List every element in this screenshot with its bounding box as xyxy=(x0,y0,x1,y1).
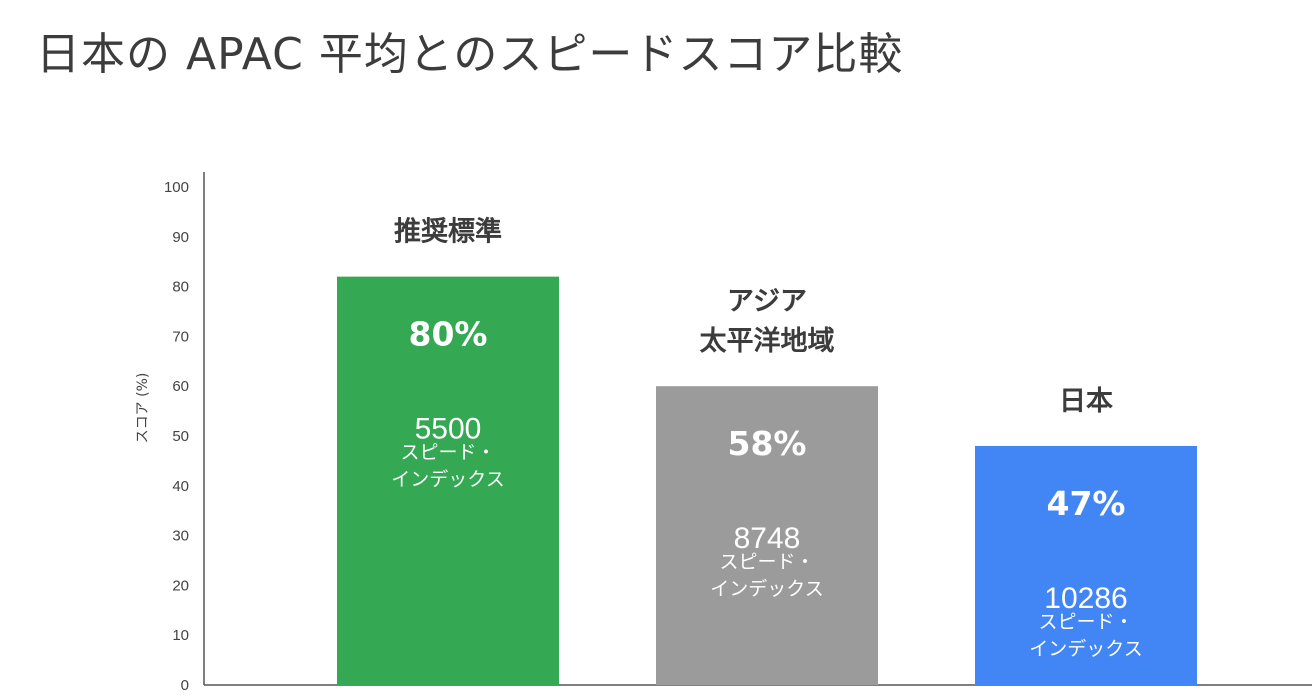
y-tick-label: 0 xyxy=(181,677,189,694)
y-tick-label: 70 xyxy=(172,328,189,345)
y-tick-label: 80 xyxy=(172,279,189,296)
y-axis-title: スコア (%) xyxy=(135,373,151,444)
category-label: アジア xyxy=(727,286,807,317)
speed-index-unit-line: スピード・ xyxy=(400,442,495,464)
speed-index-value: 10286 xyxy=(1044,582,1127,615)
bar xyxy=(337,276,559,685)
bar xyxy=(656,386,878,685)
value-label: 80% xyxy=(409,315,488,354)
speed-index-unit-line: スピード・ xyxy=(719,551,814,573)
speed-index-unit-line: インデックス xyxy=(710,578,823,600)
speed-index-unit-line: スピード・ xyxy=(1038,611,1133,633)
y-tick-label: 30 xyxy=(172,528,189,545)
speed-index-value: 5500 xyxy=(415,413,482,446)
category-label: 推奨標準 xyxy=(394,216,502,248)
y-tick-label: 90 xyxy=(172,229,189,246)
y-tick-label: 10 xyxy=(172,627,189,644)
speed-index-unit-line: インデックス xyxy=(1029,638,1142,660)
y-tick-label: 100 xyxy=(164,179,189,196)
y-tick-label: 20 xyxy=(172,577,189,594)
speed-index-value: 8748 xyxy=(734,522,801,555)
y-tick-label: 60 xyxy=(172,378,189,395)
page-title: 日本の APAC 平均とのスピードスコア比較 xyxy=(36,29,904,80)
value-label: 47% xyxy=(1047,484,1126,523)
bar xyxy=(975,445,1197,685)
category-label: 太平洋地域 xyxy=(700,325,835,357)
category-label: 日本 xyxy=(1059,386,1113,417)
value-label: 58% xyxy=(728,424,807,463)
y-tick-label: 40 xyxy=(172,478,189,495)
y-tick-label: 50 xyxy=(172,428,189,445)
speed-index-unit-line: インデックス xyxy=(391,469,504,491)
